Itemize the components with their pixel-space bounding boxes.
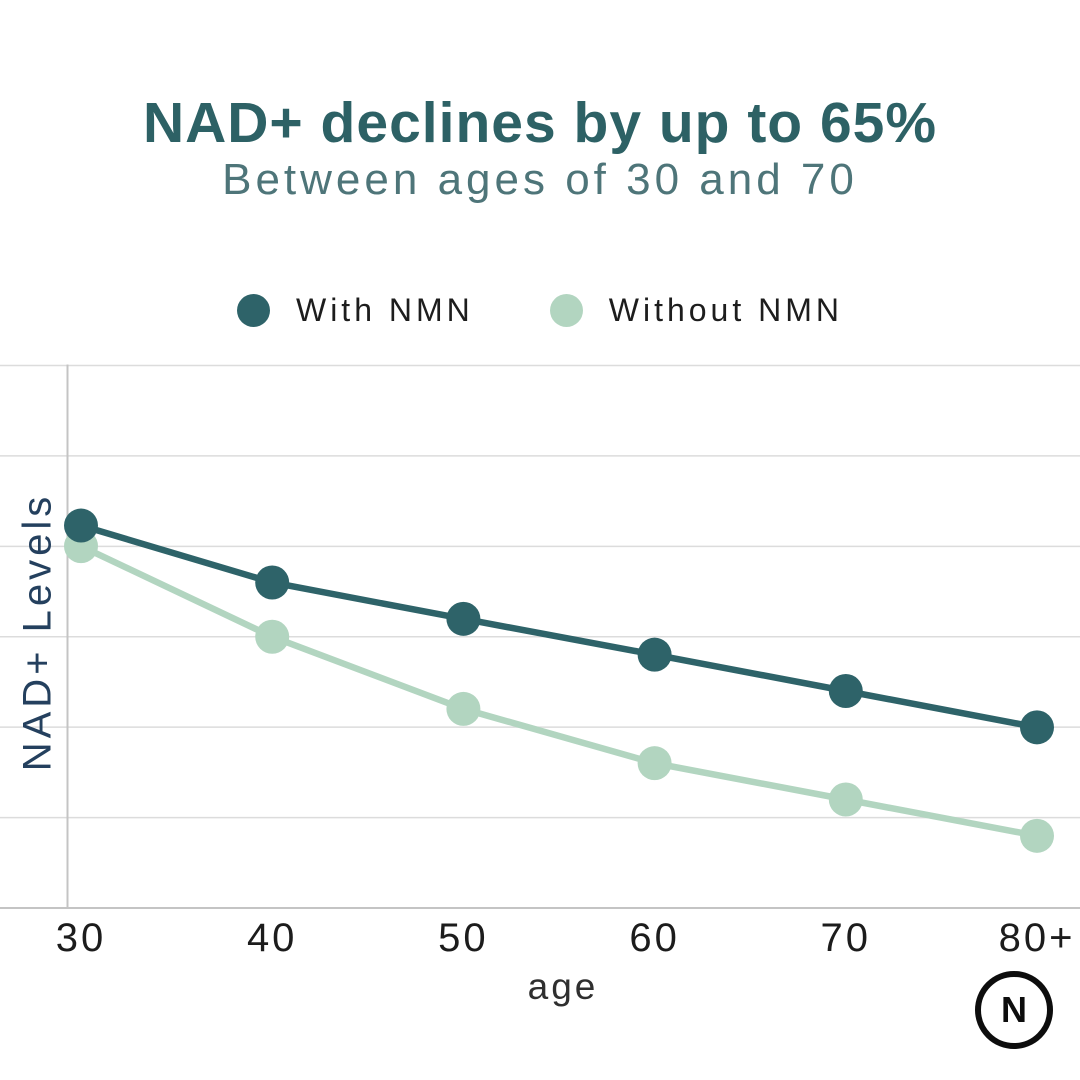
chart-title: NAD+ declines by up to 65%: [142, 91, 938, 155]
data-point-with-nmn-60: [637, 637, 672, 672]
data-point-without-nmn-70: [828, 782, 863, 817]
x-axis-title: age: [527, 966, 599, 1007]
x-tick-50: 50: [438, 916, 489, 960]
legend-label-with-nmn: With NMN: [295, 291, 474, 328]
data-point-with-nmn-70: [828, 674, 863, 708]
legend: With NMN Without NMN: [0, 286, 1080, 334]
data-point-with-nmn-40: [255, 565, 290, 600]
data-point-without-nmn-80+: [1020, 818, 1054, 853]
x-tick-40: 40: [246, 916, 298, 960]
data-point-without-nmn-60: [637, 746, 672, 781]
legend-item-with-nmn: With NMN: [236, 291, 474, 329]
series-line-without-nmn: [77, 542, 1041, 840]
legend-dot-with-nmn: [236, 293, 270, 327]
series-line-with-nmn: [77, 522, 1041, 731]
legend-item-without-nmn: Without NMN: [549, 291, 843, 329]
data-point-without-nmn-40: [255, 619, 290, 654]
x-tick-30: 30: [55, 916, 107, 960]
y-axis-title: NAD+ Levels: [15, 492, 60, 772]
brand-logo-letter: N: [1001, 989, 1027, 1030]
brand-logo: N: [975, 971, 1053, 1049]
legend-dot-without-nmn: [549, 293, 583, 327]
x-tick-70: 70: [820, 916, 872, 960]
legend-label-without-nmn: Without NMN: [608, 291, 843, 328]
x-tick-60: 60: [629, 916, 680, 960]
data-point-with-nmn-30: [64, 508, 98, 543]
data-point-with-nmn-50: [446, 601, 481, 636]
data-point-with-nmn-80+: [1020, 710, 1054, 745]
x-tick-80plus: 80+: [998, 916, 1076, 960]
data-point-without-nmn-50: [446, 691, 481, 726]
chart-subtitle: Between ages of 30 and 70: [222, 155, 858, 204]
